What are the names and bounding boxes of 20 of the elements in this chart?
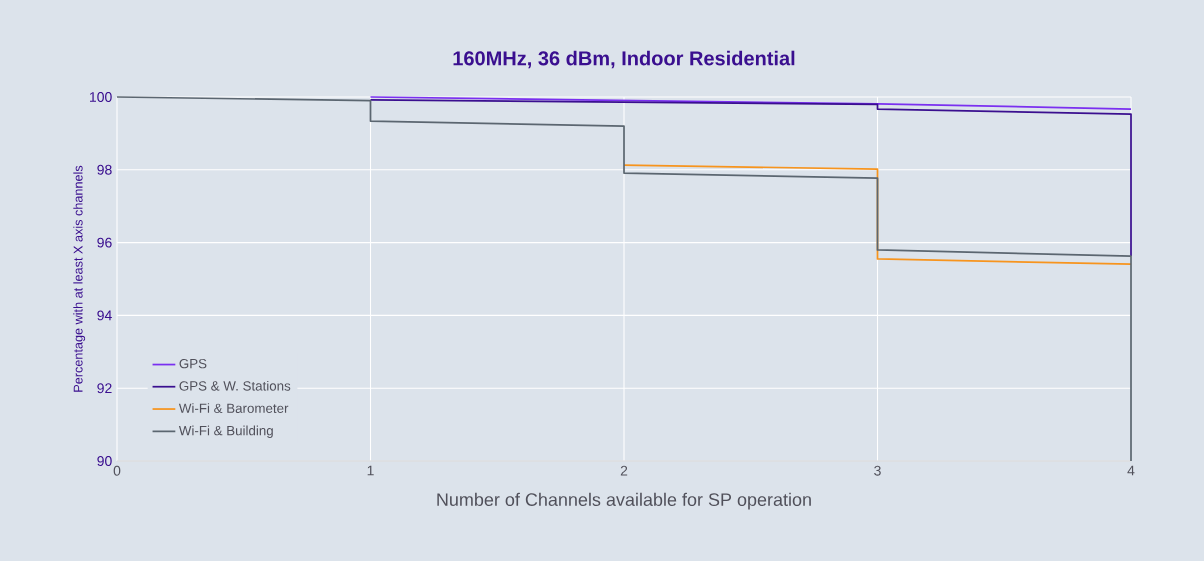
legend-label: Wi-Fi & Building (178, 425, 273, 438)
legend-label: GPS & W. Stations (179, 380, 291, 391)
chart-title: 160MHz, 36 dBm, Indoor Residential (453, 50, 795, 69)
y-tick-label: 90 (97, 456, 112, 466)
x-tick-label: 2 (620, 465, 628, 476)
legend-label: GPS (179, 358, 207, 369)
y-tick-label: 100 (90, 92, 112, 102)
x-tick-label: 0 (113, 465, 121, 476)
y-tick-label: 98 (97, 164, 112, 175)
x-tick-label: 1 (367, 465, 374, 476)
line-series (369, 99, 1132, 257)
line-series (116, 96, 1132, 462)
x-axis-title: Number of Channels available for SP operation (437, 492, 811, 510)
legend-label: Wi-Fi & Barometer (178, 403, 289, 413)
y-tick-label: 96 (97, 237, 112, 248)
y-tick-label: 94 (97, 310, 112, 321)
x-tick-label: 4 (1127, 465, 1135, 476)
y-tick-label: 92 (97, 383, 112, 394)
x-tick-label: 3 (874, 465, 881, 476)
y-axis-title: Percentage with at least X axis channels (73, 165, 86, 392)
